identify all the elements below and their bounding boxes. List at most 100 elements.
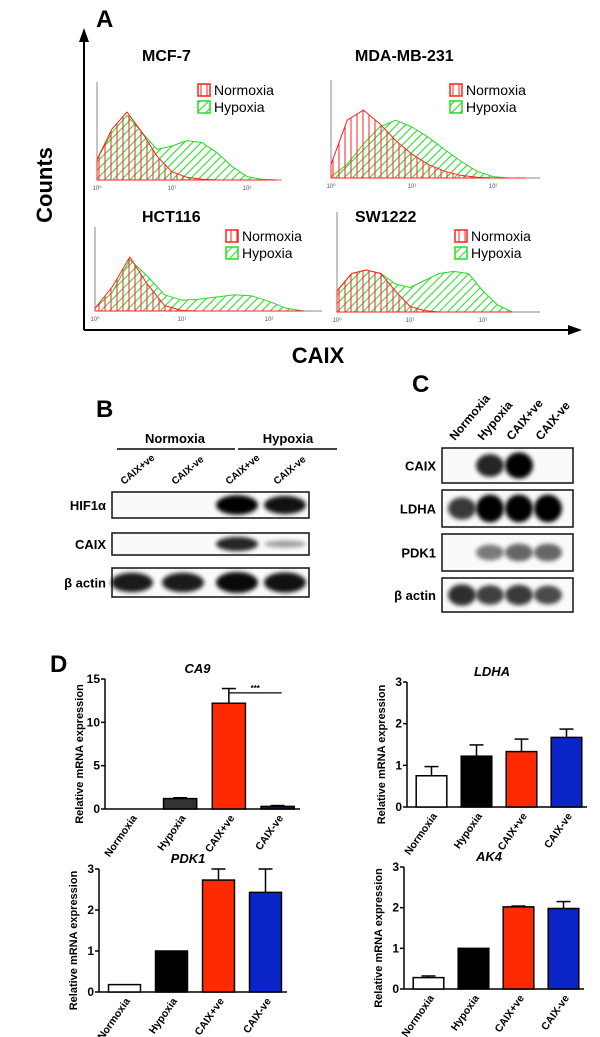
panel-label-c: C bbox=[412, 371, 429, 398]
legend-label: Hypoxia bbox=[214, 99, 265, 115]
histogram-tick-label: 10⁰ bbox=[92, 185, 102, 192]
legend-swatch-normoxia bbox=[197, 83, 211, 97]
blot-band bbox=[476, 454, 504, 477]
bar-normoxia bbox=[107, 983, 142, 993]
x-tick-label: Normoxia bbox=[95, 996, 133, 1037]
histogram-tick-label: 10⁰ bbox=[326, 183, 336, 190]
blot-row-β-actin: β actin bbox=[394, 577, 574, 613]
y-axis-label: Relative mRNA expression bbox=[68, 870, 80, 1010]
histogram-title: MDA-MB-231 bbox=[355, 48, 454, 65]
blot-band bbox=[448, 497, 476, 520]
blot-row-label: CAIX bbox=[405, 459, 436, 474]
bar-hypoxia bbox=[162, 797, 198, 810]
bar-caixposve bbox=[211, 702, 247, 810]
bar-caixposve bbox=[201, 879, 236, 993]
x-tick-label: CAIX-ve bbox=[241, 996, 274, 1036]
significance-label: *** bbox=[251, 684, 261, 693]
bar-caixnegve bbox=[248, 891, 283, 993]
lane-label: CAIX+ve bbox=[119, 452, 158, 487]
y-tick-label: 1 bbox=[87, 944, 94, 958]
panel-label-a: A bbox=[96, 6, 113, 33]
chart-title: CA9 bbox=[184, 661, 211, 676]
histogram-title: HCT116 bbox=[142, 209, 201, 226]
histogram-series-normoxia bbox=[94, 256, 305, 312]
blot-band bbox=[476, 544, 504, 561]
panel-label-d: D bbox=[50, 651, 67, 678]
y-tick-label: 1 bbox=[392, 941, 399, 955]
blot-box bbox=[111, 532, 310, 556]
histogram-tick-label: 10¹ bbox=[408, 184, 417, 190]
blot-band bbox=[505, 584, 533, 606]
x-tick-label: Hypoxia bbox=[147, 996, 180, 1036]
x-tick-label: Normoxia bbox=[399, 993, 437, 1037]
y-tick-label: 0 bbox=[395, 800, 402, 814]
bar-caixnegve bbox=[547, 907, 580, 990]
x-tick-label: Normoxia bbox=[402, 811, 440, 858]
y-tick-label: 3 bbox=[395, 675, 402, 689]
y-tick-label: 3 bbox=[87, 862, 94, 876]
blot-band bbox=[505, 452, 533, 479]
x-tick-label: CAIX+ve bbox=[496, 811, 531, 853]
blot-row-pdk1: PDK1 bbox=[401, 533, 574, 572]
blot-row-label: CAIX bbox=[75, 537, 106, 552]
bar-chart-ak4: AK4 Relative mRNA expression 0 1 2 3 Normoxia H… bbox=[373, 849, 584, 1037]
y-tick-label: 2 bbox=[87, 903, 94, 917]
blot-band bbox=[216, 536, 258, 552]
blot-band bbox=[476, 585, 504, 605]
blot-band bbox=[111, 572, 153, 593]
lane-label: CAIX-ve bbox=[272, 454, 309, 487]
blot-row-hif1α: HIF1α bbox=[70, 491, 310, 519]
panel-a-axes: Counts CAIX bbox=[32, 28, 582, 368]
blot-band bbox=[216, 495, 258, 515]
blot-row-label: β actin bbox=[64, 576, 106, 591]
histogram-tick-label: 10² bbox=[489, 184, 498, 190]
histogram-tick-label: 10² bbox=[265, 317, 274, 323]
bar-caixnegve bbox=[550, 736, 583, 808]
bar-chart-ca9: CA9 Relative mRNA expression 0 5 10 15 Normoxi… bbox=[74, 661, 300, 859]
chart-title: AK4 bbox=[475, 849, 503, 864]
blot-row-label: β actin bbox=[394, 588, 436, 603]
x-tick-label: Hypoxia bbox=[155, 813, 188, 853]
bar-hypoxia bbox=[154, 950, 189, 993]
y-tick-label: 5 bbox=[93, 759, 100, 773]
x-tick-label: CAIX-ve bbox=[253, 813, 286, 853]
blot-band bbox=[264, 540, 306, 548]
legend-label: Normoxia bbox=[242, 228, 302, 244]
blot-band bbox=[264, 495, 306, 515]
blot-band bbox=[216, 571, 258, 594]
y-axis-label: Relative mRNA expression bbox=[373, 868, 385, 1008]
histogram-tick-label: 10² bbox=[243, 186, 252, 192]
blot-row-β-actin: β actin bbox=[64, 567, 310, 598]
x-tick-label: Normoxia bbox=[102, 813, 140, 860]
legend-label: Hypoxia bbox=[466, 99, 517, 115]
x-tick-label: CAIX-ve bbox=[539, 993, 572, 1033]
y-tick-label: 15 bbox=[87, 672, 101, 686]
blot-row-ldha: LDHA bbox=[400, 489, 574, 528]
histogram-series-normoxia bbox=[330, 109, 526, 179]
blot-row-label: PDK1 bbox=[401, 546, 436, 561]
blot-row-caix: CAIX bbox=[405, 447, 574, 484]
bar-caixposve bbox=[505, 750, 538, 808]
lane-label: CAIX-ve bbox=[170, 454, 207, 487]
y-arrowhead-icon bbox=[79, 28, 89, 42]
caix-axis-label: CAIX bbox=[292, 343, 345, 368]
legend-swatch-hypoxia bbox=[449, 100, 463, 114]
chart-title: PDK1 bbox=[171, 851, 206, 866]
x-tick-label: CAIX+ve bbox=[493, 993, 528, 1035]
histogram-tick-label: 10⁰ bbox=[90, 316, 100, 323]
y-tick-label: 2 bbox=[392, 901, 399, 915]
panel-label-b: B bbox=[96, 396, 113, 423]
chart-title: LDHA bbox=[474, 664, 510, 679]
group-header-normoxia: Normoxia bbox=[145, 431, 206, 446]
blot-band bbox=[476, 494, 504, 523]
y-tick-label: 0 bbox=[93, 802, 100, 816]
bar-normoxia bbox=[412, 976, 445, 990]
legend-swatch-normoxia bbox=[449, 83, 463, 97]
